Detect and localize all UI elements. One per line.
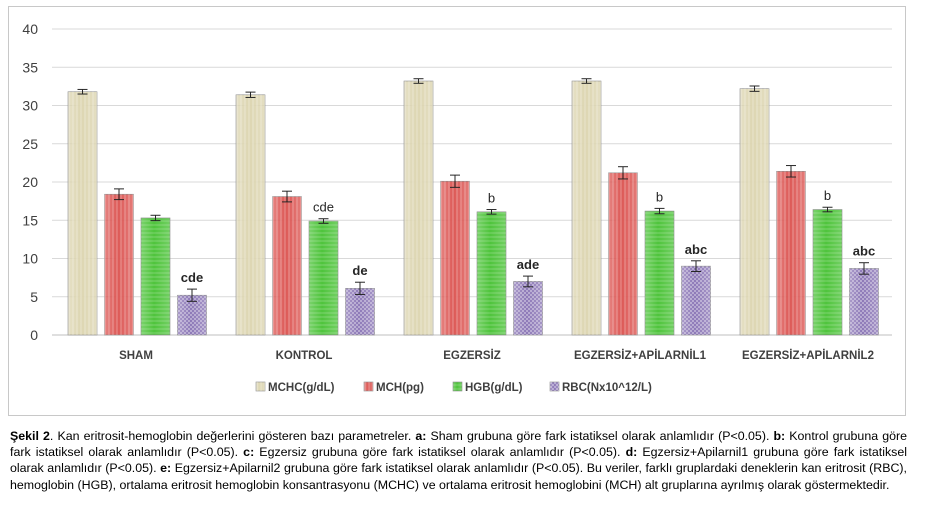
bar-texture: [776, 171, 806, 335]
x-category-label: KONTROL: [276, 350, 333, 362]
significance-label: de: [352, 263, 367, 278]
bar-texture: [645, 211, 674, 335]
y-tick-label: 0: [30, 327, 38, 343]
caption-text-d: Egzersiz+Apilarnil1 grubuna göre fark is…: [10, 445, 907, 476]
caption-key-b: b:: [773, 429, 786, 443]
y-tick-label: 5: [30, 289, 38, 305]
caption-text-c: Egzersiz grubuna göre fark istatiksel ol…: [254, 445, 626, 460]
bar-texture: [177, 295, 207, 335]
bar-texture: [477, 211, 506, 335]
legend-label: MCH(pg): [376, 382, 424, 394]
significance-label: ade: [517, 257, 539, 272]
caption-key-a: a:: [415, 429, 427, 443]
bar-texture: [572, 81, 601, 336]
significance-label: b: [824, 188, 831, 203]
legend-swatch-texture: [453, 382, 462, 391]
bar-texture: [608, 172, 638, 335]
y-tick-label: 30: [22, 98, 38, 114]
significance-label: abc: [853, 244, 875, 259]
x-category-label: EGZERSİZ+APİLARNİL2: [742, 349, 874, 362]
caption-figure-label: Şekil 2: [10, 429, 50, 443]
bar-texture: [513, 281, 543, 335]
legend-swatch-texture: [256, 382, 265, 391]
caption-text-e: Egzersiz+Apilarnil2 grubuna göre fark is…: [10, 461, 908, 492]
x-category-label: EGZERSİZ: [443, 349, 501, 362]
significance-label: cde: [313, 200, 334, 215]
significance-label: b: [488, 191, 495, 206]
y-tick-label: 40: [22, 21, 38, 37]
legend-swatch-texture: [364, 382, 373, 391]
bar-texture: [141, 217, 170, 335]
bar-texture: [68, 91, 97, 335]
caption-text-b: Kontrol grubuna göre fark istatiksel ola…: [10, 429, 907, 460]
x-category-label: EGZERSİZ+APİLARNİL1: [574, 349, 707, 362]
legend-swatch-texture: [550, 382, 559, 391]
y-tick-label: 20: [22, 174, 38, 190]
bar-texture: [236, 94, 265, 335]
caption-key-e: e:: [160, 461, 172, 476]
caption-text-a: Sham grubuna göre fark istatiksel olarak…: [426, 429, 774, 443]
significance-label: abc: [685, 242, 707, 257]
significance-label: b: [656, 189, 663, 204]
x-category-label: SHAM: [119, 350, 153, 362]
bar-texture: [404, 81, 433, 336]
bar-texture: [440, 181, 470, 335]
figure-caption: Şekil 2. Kan eritrosit-hemoglobin değerl…: [10, 428, 907, 493]
legend-label: HGB(g/dL): [465, 382, 523, 394]
caption-key-d: d:: [625, 445, 638, 460]
legend-label: RBC(Nx10^12/L): [562, 382, 652, 394]
bar-chart: 0 5 10 15 20 25 30 35 40 cde SHAM cde de KONTROL b ade E…: [22, 21, 892, 394]
bar-texture: [681, 266, 711, 335]
bar-texture: [740, 88, 769, 335]
bar-texture: [345, 288, 375, 335]
y-tick-label: 10: [22, 251, 38, 267]
legend-label: MCHC(g/dL): [268, 382, 335, 394]
bar-texture: [849, 268, 879, 335]
y-tick-label: 35: [22, 59, 38, 75]
bar-texture: [309, 221, 338, 335]
bar-texture: [813, 209, 842, 335]
caption-intro: . Kan eritrosit-hemoglobin değerlerini g…: [49, 429, 416, 443]
y-tick-label: 15: [22, 212, 38, 228]
bar-texture: [272, 196, 302, 335]
y-tick-label: 25: [22, 136, 38, 152]
bar-texture: [104, 194, 134, 335]
significance-label: cde: [181, 270, 203, 285]
caption-key-c: c:: [243, 445, 255, 460]
